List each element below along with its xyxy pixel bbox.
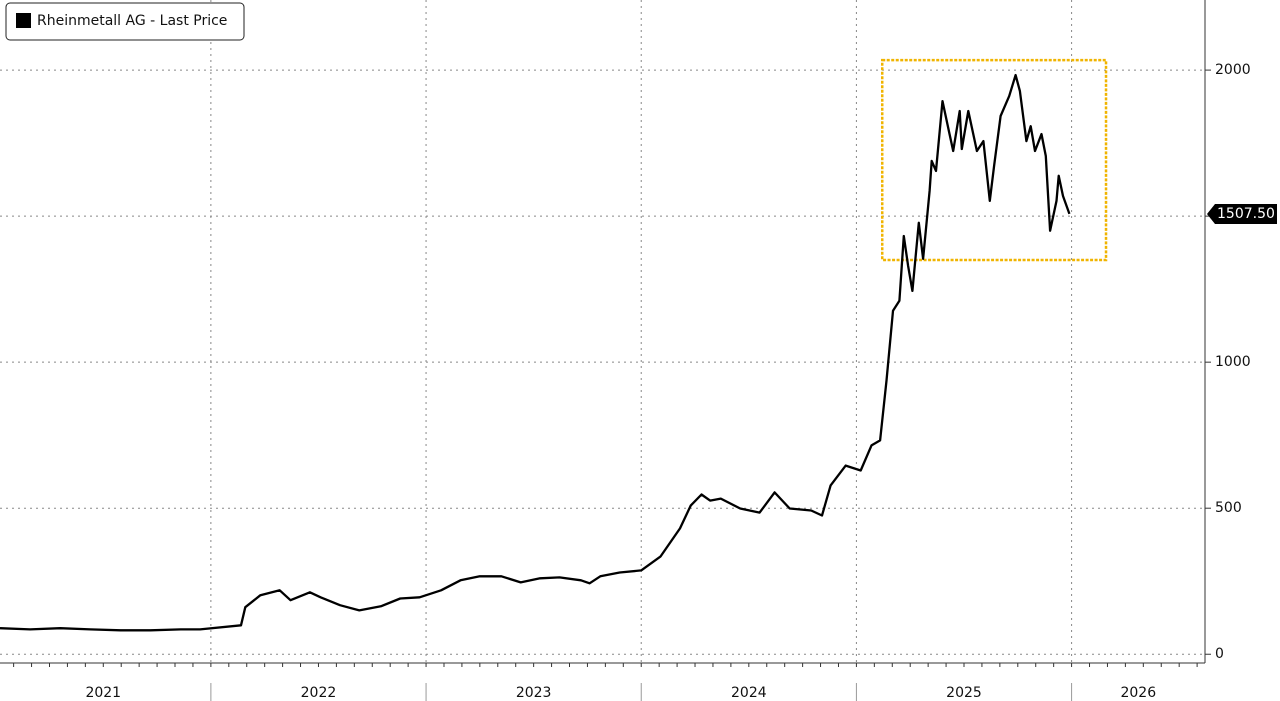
x-tick-label: 2023: [516, 685, 552, 701]
y-tick-label: 2000: [1215, 62, 1251, 78]
price-line: [0, 73, 1071, 632]
y-tick-label: 0: [1215, 646, 1224, 662]
x-tick-label: 2022: [301, 685, 337, 701]
last-price-label: 1507.50: [1217, 206, 1275, 222]
x-tick-label: 2021: [85, 685, 121, 701]
highlight-box: [880, 58, 1108, 262]
legend-box: [5, 2, 245, 41]
y-tick-label: 500: [1215, 500, 1242, 516]
x-tick-label: 2025: [946, 685, 982, 701]
legend: Rheinmetall AG - Last Price: [5, 2, 245, 41]
x-tick-label: 2026: [1120, 685, 1156, 701]
x-tick-label: 2024: [731, 685, 767, 701]
last-price-badge: [1207, 203, 1277, 224]
y-tick-label: 1000: [1215, 354, 1251, 370]
legend-label: Rheinmetall AG - Last Price: [37, 13, 227, 29]
legend-swatch: [16, 13, 31, 28]
